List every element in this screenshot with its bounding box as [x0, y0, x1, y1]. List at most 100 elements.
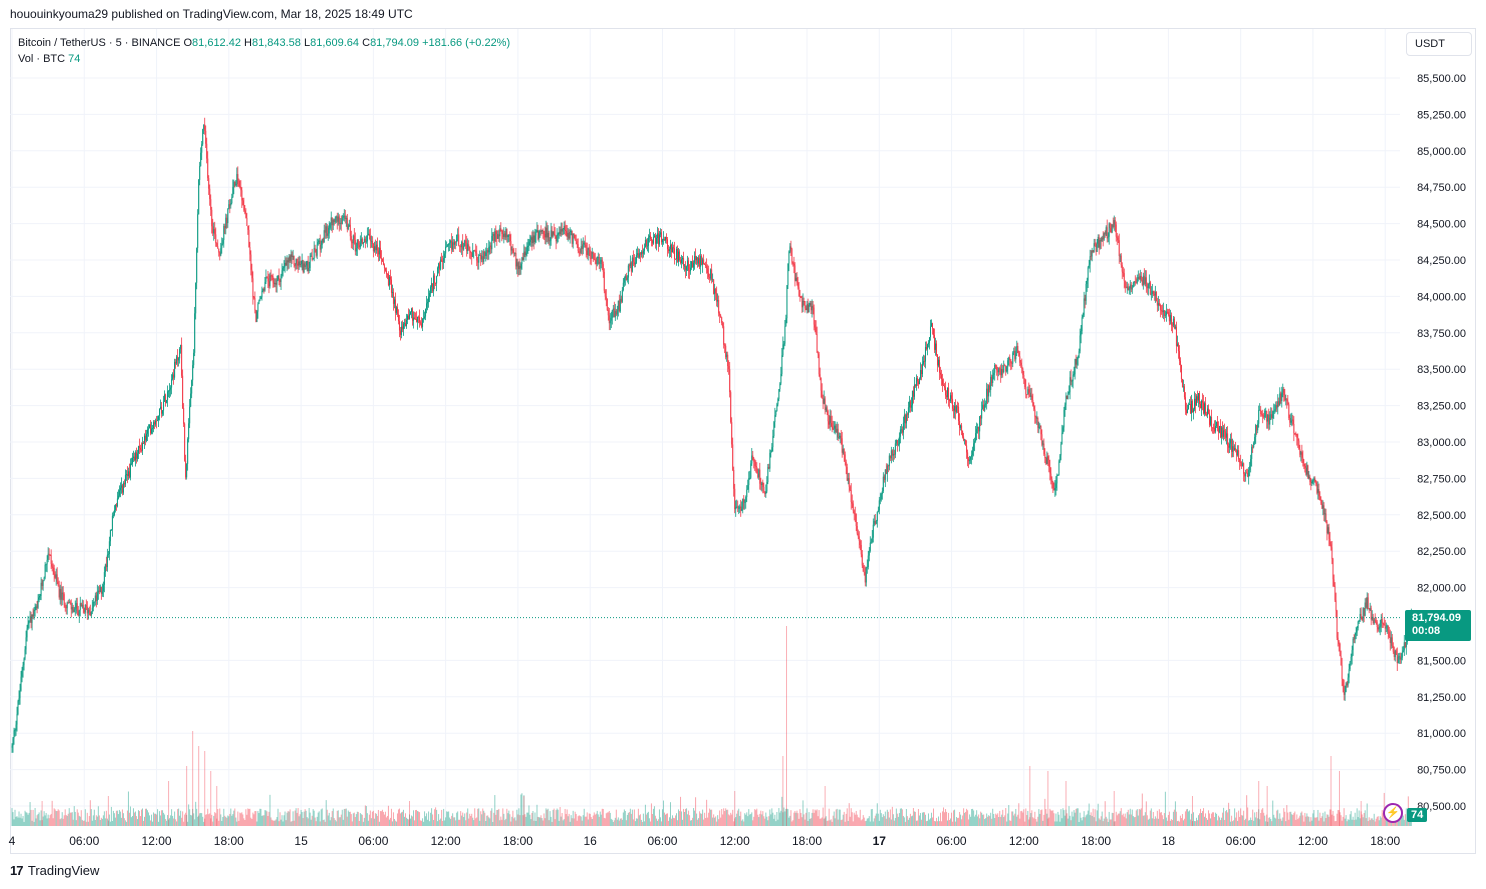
volume-bar: [595, 813, 597, 826]
candle-body: [1382, 622, 1384, 624]
volume-bar: [737, 810, 739, 826]
volume-bar: [525, 816, 527, 826]
volume-bar: [665, 813, 667, 826]
candle-body: [1376, 622, 1378, 628]
volume-bar: [1239, 816, 1241, 826]
volume-bar: [1248, 820, 1250, 826]
volume-bar: [1242, 815, 1244, 826]
x-tick-label: 18:00: [214, 834, 244, 848]
candle-body: [1387, 625, 1389, 632]
candle-body: [774, 415, 776, 423]
candle-body: [1347, 677, 1349, 686]
volume-bar: [768, 816, 770, 826]
volume-bar: [1159, 812, 1161, 826]
volume-bar: [1020, 811, 1022, 826]
volume-bar: [1118, 813, 1120, 826]
volume-bar: [41, 820, 43, 826]
lightning-icon[interactable]: ⚡: [1383, 803, 1403, 823]
footer-brand[interactable]: 17 TradingView: [10, 863, 99, 878]
volume-bar: [543, 813, 545, 826]
volume-bar: [410, 818, 412, 826]
candle-body: [522, 257, 524, 260]
volume-bar: [939, 821, 941, 826]
volume-bar: [597, 814, 599, 826]
candle-body: [1363, 608, 1365, 616]
candle-body: [626, 277, 628, 280]
volume-bar: [668, 817, 670, 826]
volume-label[interactable]: Vol · BTC: [18, 53, 66, 65]
candle-body: [1215, 426, 1217, 432]
volume-bar: [1352, 816, 1354, 826]
candle-body: [815, 327, 817, 335]
volume-bar: [423, 821, 425, 826]
volume-bar: [864, 821, 866, 826]
volume-bar: [1098, 818, 1100, 826]
volume-bar: [924, 814, 926, 826]
volume-bar: [201, 813, 203, 826]
volume-bar: [1207, 819, 1209, 826]
candle-body: [62, 592, 64, 595]
volume-bar: [304, 809, 306, 826]
volume-bar: [643, 821, 645, 826]
volume-bar: [340, 814, 342, 826]
candle-body: [583, 242, 585, 245]
volume-bar: [1226, 809, 1228, 826]
volume-bar: [959, 811, 961, 826]
candle-body: [1034, 409, 1036, 417]
volume-bar: [131, 816, 133, 826]
candle-body: [1211, 416, 1213, 428]
volume-bar: [426, 813, 428, 826]
volume-bar: [1138, 808, 1140, 826]
volume-bar: [1139, 809, 1141, 826]
candle-body: [1255, 425, 1257, 437]
candle-body: [1063, 410, 1065, 428]
volume-bar: [1175, 811, 1177, 826]
candle-body: [352, 235, 354, 244]
volume-bar: [1018, 803, 1020, 826]
candle-body: [1400, 657, 1402, 660]
volume-bar: [548, 820, 550, 826]
candle-body: [683, 257, 685, 266]
volume-bar: [1296, 814, 1298, 826]
volume-bar: [946, 811, 948, 826]
volume-tag: 74: [1407, 808, 1428, 822]
volume-bar: [142, 820, 144, 826]
volume-bar: [528, 805, 530, 826]
candle-body: [890, 450, 892, 459]
volume-bar: [1058, 814, 1060, 826]
candle-body: [520, 264, 522, 269]
candle-body: [1251, 446, 1253, 459]
volume-bar: [728, 814, 730, 826]
candle-body: [136, 453, 138, 459]
volume-bar: [866, 818, 868, 826]
candle-body: [1100, 239, 1102, 242]
candle-body: [391, 291, 393, 293]
candle-body: [1301, 452, 1303, 458]
volume-bar: [334, 819, 336, 826]
candle-body: [148, 428, 150, 430]
candle-body: [1134, 281, 1136, 283]
symbol-name[interactable]: Bitcoin / TetherUS · 5 · BINANCE: [18, 37, 181, 49]
candle-body: [1383, 623, 1385, 626]
candle-body: [1168, 314, 1170, 322]
candle-body: [634, 262, 636, 265]
volume-bar: [70, 812, 72, 826]
candle-body: [92, 602, 94, 608]
candle-body: [564, 225, 566, 230]
volume-bar: [745, 814, 747, 826]
candle-body: [510, 241, 512, 251]
volume-bar: [1404, 814, 1406, 826]
candle-body: [1106, 227, 1108, 239]
volume-bar: [982, 814, 984, 826]
candle-body: [824, 398, 826, 411]
volume-bar: [458, 819, 460, 826]
volume-bar: [145, 808, 147, 826]
currency-button[interactable]: USDT: [1406, 32, 1472, 56]
volume-bar: [1363, 812, 1365, 826]
volume-bar: [50, 813, 52, 826]
volume-bar: [480, 811, 482, 826]
x-tick-label: 4: [9, 834, 16, 848]
volume-bar: [552, 809, 554, 826]
candle-body: [1072, 374, 1074, 381]
